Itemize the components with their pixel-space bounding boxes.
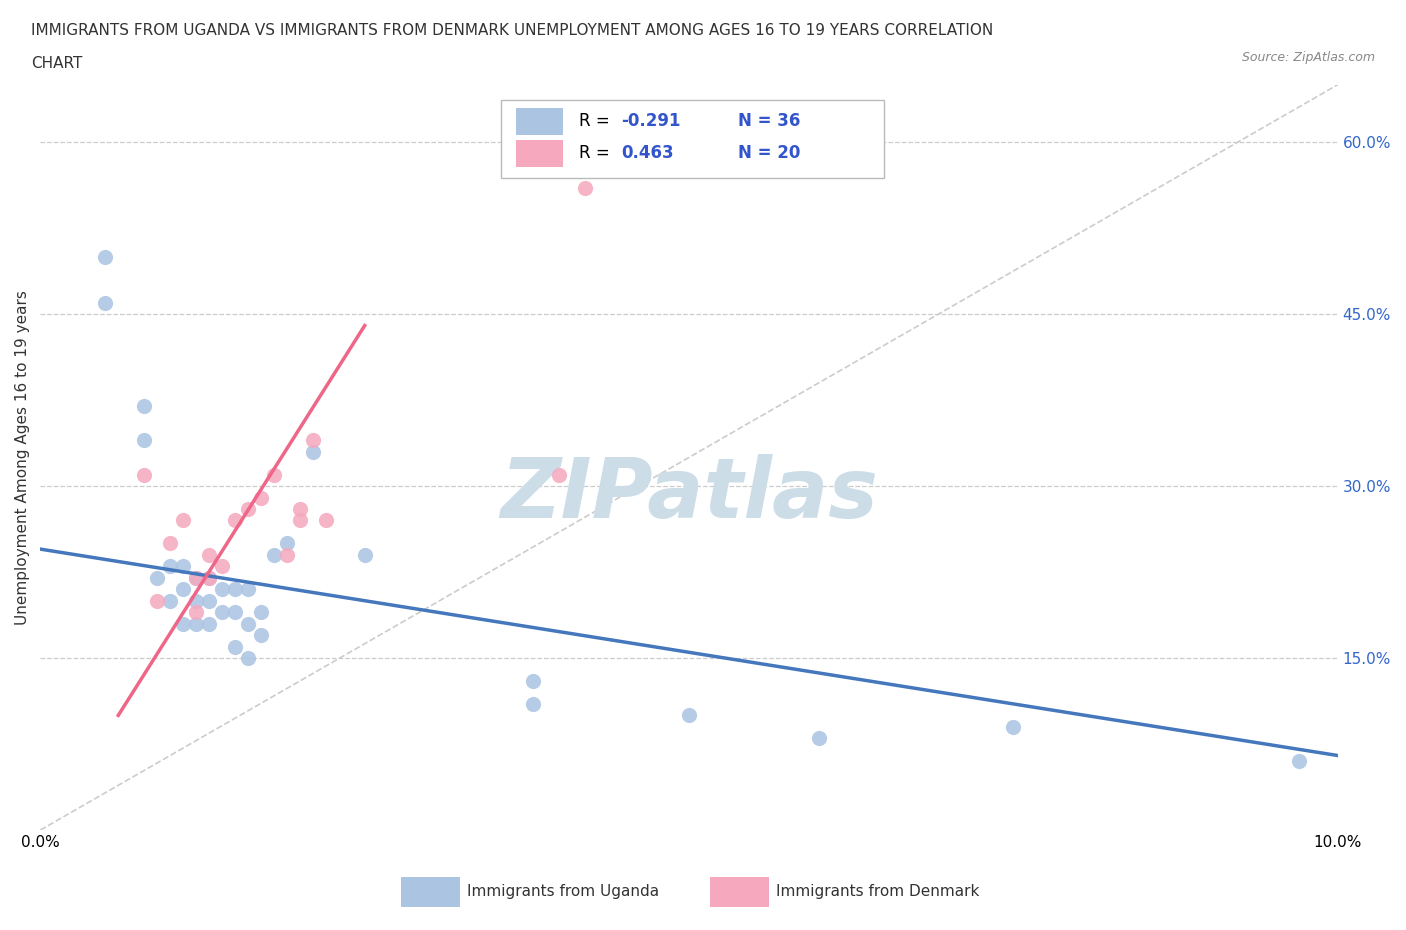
Point [1002,720,1025,735]
Point [172,582,194,597]
Point [146,593,169,608]
FancyBboxPatch shape [501,100,883,178]
Point [172,513,194,528]
Text: 0.463: 0.463 [621,144,675,163]
Point [224,604,246,619]
Point [250,628,273,643]
Point [172,617,194,631]
Text: Source: ZipAtlas.com: Source: ZipAtlas.com [1241,51,1375,64]
Point [288,513,311,528]
Point [172,559,194,574]
Point [224,639,246,654]
Point [522,673,544,688]
Point [236,501,259,516]
Point [263,467,285,482]
Point [236,651,259,666]
Point [236,582,259,597]
Point [184,593,207,608]
Point [574,180,596,195]
Point [211,559,233,574]
Point [548,467,571,482]
Point [301,445,323,459]
Point [301,432,323,447]
Text: Immigrants from Denmark: Immigrants from Denmark [776,884,980,899]
Point [250,604,273,619]
Point [276,536,298,551]
Point [198,617,221,631]
Point [134,432,156,447]
Point [184,570,207,585]
Point [134,467,156,482]
Point [678,708,700,723]
Text: CHART: CHART [31,56,83,71]
Point [94,249,117,264]
Point [184,617,207,631]
Point [224,582,246,597]
Point [134,398,156,413]
Text: Immigrants from Uganda: Immigrants from Uganda [467,884,659,899]
Text: N = 36: N = 36 [738,113,800,130]
Point [276,548,298,563]
Point [353,548,375,563]
Point [184,604,207,619]
Point [146,570,169,585]
Point [250,490,273,505]
Point [94,295,117,310]
Text: R =: R = [579,113,614,130]
Point [236,617,259,631]
Text: -0.291: -0.291 [621,113,681,130]
Text: IMMIGRANTS FROM UGANDA VS IMMIGRANTS FROM DENMARK UNEMPLOYMENT AMONG AGES 16 TO : IMMIGRANTS FROM UGANDA VS IMMIGRANTS FRO… [31,23,993,38]
Point [315,513,337,528]
Point [211,604,233,619]
Point [211,582,233,597]
Point [159,559,181,574]
Point [522,697,544,711]
Bar [516,140,564,166]
Point [198,570,221,585]
Point [1288,754,1310,769]
Point [184,570,207,585]
Point [807,731,830,746]
Point [198,570,221,585]
Bar [516,108,564,135]
Text: R =: R = [579,144,614,163]
Point [159,593,181,608]
Text: N = 20: N = 20 [738,144,800,163]
Point [198,593,221,608]
Point [288,501,311,516]
Point [263,548,285,563]
Y-axis label: Unemployment Among Ages 16 to 19 years: Unemployment Among Ages 16 to 19 years [15,290,30,625]
Point [159,536,181,551]
Text: ZIPatlas: ZIPatlas [501,454,877,535]
Point [198,548,221,563]
Point [224,513,246,528]
